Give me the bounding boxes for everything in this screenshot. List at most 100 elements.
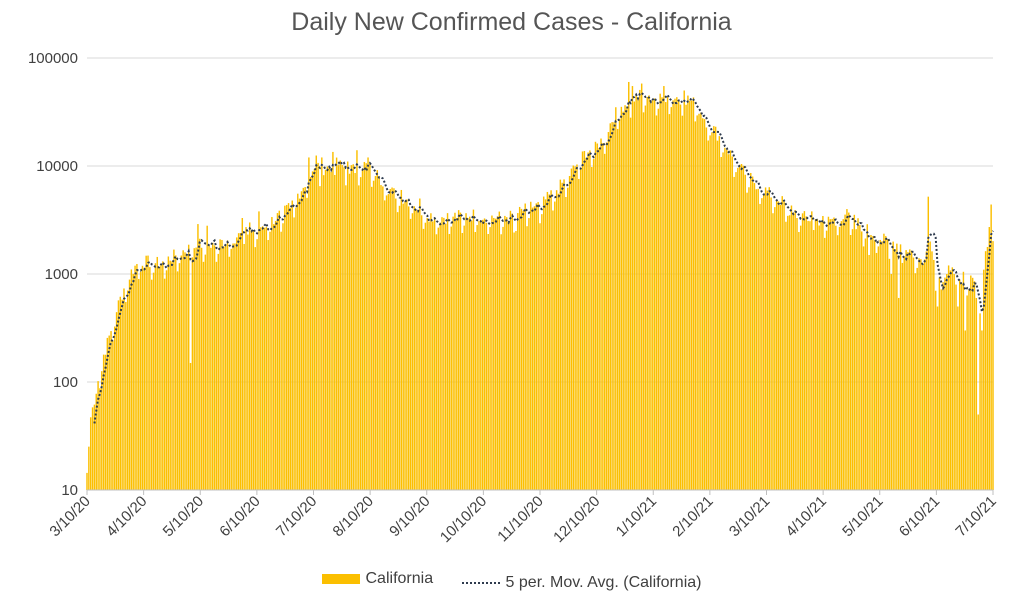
bar (831, 218, 833, 490)
bar (744, 174, 746, 490)
bar (761, 198, 763, 490)
bar (369, 163, 371, 491)
bar (343, 167, 345, 490)
bar (134, 265, 136, 490)
bar (544, 199, 547, 490)
bar (504, 215, 506, 490)
bar (93, 404, 96, 490)
bar (261, 226, 264, 490)
bar (324, 169, 327, 490)
bar (470, 220, 473, 490)
bar (753, 183, 756, 490)
bar (938, 277, 941, 490)
bar (496, 216, 499, 490)
bar (319, 186, 321, 490)
bar (576, 164, 578, 490)
bar (387, 194, 390, 490)
bar (631, 86, 634, 490)
bar (816, 219, 819, 491)
bar (444, 223, 447, 490)
bar (180, 255, 183, 490)
bar (844, 214, 846, 490)
bar (953, 274, 955, 490)
legend-label-moving-average: 5 per. Mov. Avg. (California) (505, 574, 702, 591)
bar (807, 220, 809, 490)
bar (459, 212, 462, 491)
bar (217, 253, 219, 490)
x-tick-label: 8/10/20 (330, 493, 377, 540)
bar (594, 141, 597, 490)
bar (524, 203, 526, 490)
bar (964, 330, 966, 490)
bar (768, 187, 770, 490)
legend-line-swatch (461, 582, 500, 584)
bar (123, 288, 125, 490)
bar (197, 224, 199, 490)
bar (790, 205, 793, 490)
bar (951, 267, 954, 490)
bar (907, 252, 909, 490)
bar (735, 172, 737, 490)
bar (250, 230, 253, 490)
bar (722, 152, 724, 490)
bar (833, 217, 835, 490)
bar (221, 239, 223, 490)
bar (798, 232, 800, 490)
bar (106, 337, 109, 490)
bar (690, 100, 693, 490)
bar (805, 216, 807, 490)
bar (607, 132, 610, 491)
bar (245, 227, 247, 490)
bar (746, 192, 748, 491)
bar (901, 262, 904, 490)
bar (949, 270, 952, 490)
bar (295, 207, 297, 490)
bar (940, 289, 942, 490)
bar (182, 250, 184, 490)
bar (959, 279, 961, 490)
bar (230, 248, 232, 490)
bar (121, 299, 123, 490)
bar (918, 258, 920, 490)
bar (568, 175, 571, 491)
bar (378, 176, 380, 490)
bar (650, 100, 652, 491)
bar (171, 261, 173, 490)
bar (380, 185, 382, 491)
bar (437, 227, 440, 490)
bar (975, 297, 978, 490)
bar (687, 95, 689, 490)
bar (668, 114, 671, 490)
bar (128, 279, 131, 490)
bar (971, 277, 974, 490)
x-tick-label: 10/10/20 (437, 493, 490, 546)
bar (354, 172, 356, 491)
bar (173, 249, 175, 490)
bar (448, 233, 451, 491)
bar (946, 274, 948, 490)
bar (700, 112, 702, 490)
bar (914, 273, 917, 490)
bar (561, 182, 563, 490)
bar (775, 199, 778, 490)
bar (531, 207, 534, 490)
bar (677, 99, 680, 491)
bar (345, 185, 347, 490)
bar (977, 414, 979, 490)
bar (796, 218, 798, 490)
bar (339, 160, 342, 490)
bar (256, 239, 258, 490)
bar (215, 261, 218, 490)
bar (187, 244, 190, 490)
bar (350, 165, 353, 490)
bar (389, 189, 391, 490)
california-bars (86, 81, 994, 491)
bar (567, 187, 569, 491)
bar (398, 205, 401, 491)
bar (160, 264, 162, 490)
bar (827, 216, 830, 490)
bar (141, 265, 144, 490)
bar (439, 222, 441, 490)
bar (657, 108, 660, 490)
